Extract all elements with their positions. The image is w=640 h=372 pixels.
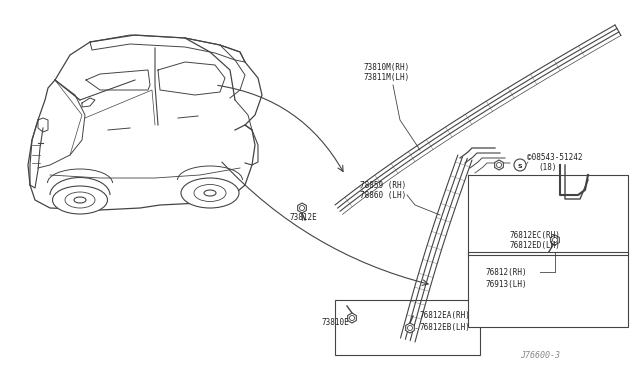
Text: (18): (18) [538, 163, 557, 172]
Ellipse shape [52, 186, 108, 214]
Text: 76812ED(LH): 76812ED(LH) [510, 241, 561, 250]
Text: 73810M(RH): 73810M(RH) [363, 63, 409, 72]
Text: 76812EC(RH): 76812EC(RH) [510, 231, 561, 240]
Text: 76812EA(RH): 76812EA(RH) [420, 311, 471, 320]
Text: 78860 (LH): 78860 (LH) [360, 191, 406, 200]
Circle shape [514, 159, 526, 171]
Text: ©08543-51242: ©08543-51242 [527, 153, 582, 162]
Text: 73812E: 73812E [290, 213, 317, 222]
Text: 76812EB(LH): 76812EB(LH) [420, 323, 471, 332]
Text: 78859 (RH): 78859 (RH) [360, 181, 406, 190]
Text: 76812(RH): 76812(RH) [485, 268, 527, 277]
Text: J76600-3: J76600-3 [520, 351, 560, 360]
Text: 76913(LH): 76913(LH) [485, 280, 527, 289]
Bar [335, 300, 480, 355]
Text: S: S [518, 164, 522, 169]
Text: 73810E: 73810E [322, 318, 349, 327]
Ellipse shape [181, 178, 239, 208]
Bar [468, 252, 628, 327]
Text: 73811M(LH): 73811M(LH) [363, 73, 409, 82]
